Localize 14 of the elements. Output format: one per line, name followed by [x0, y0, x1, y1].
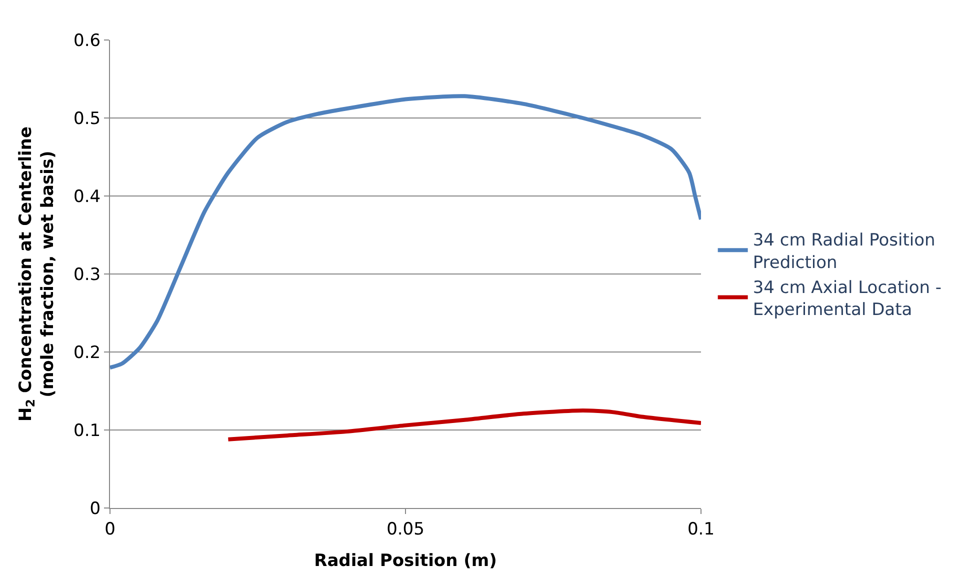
y-tick-label: 0: [90, 498, 101, 519]
x-tick-label: 0: [104, 519, 116, 540]
x-tick-label: 0.05: [386, 519, 424, 540]
y-tick-label: 0.5: [74, 108, 101, 129]
line-series: [226, 408, 701, 442]
y-tick-label: 0.4: [74, 186, 101, 207]
legend-label: 34 cm Axial Location - Experimental Data: [752, 278, 942, 320]
x-axis-title: Radial Position (m): [314, 550, 497, 571]
y-tick-label: 0.3: [74, 264, 101, 285]
y-tick-label: 0.1: [74, 420, 101, 441]
y-tick-label: 0.2: [74, 342, 101, 363]
legend-label: 34 cm Radial Position Prediction: [752, 230, 936, 273]
x-tick-label: 0.1: [687, 519, 715, 540]
y-tick-label: 0.6: [74, 30, 101, 51]
